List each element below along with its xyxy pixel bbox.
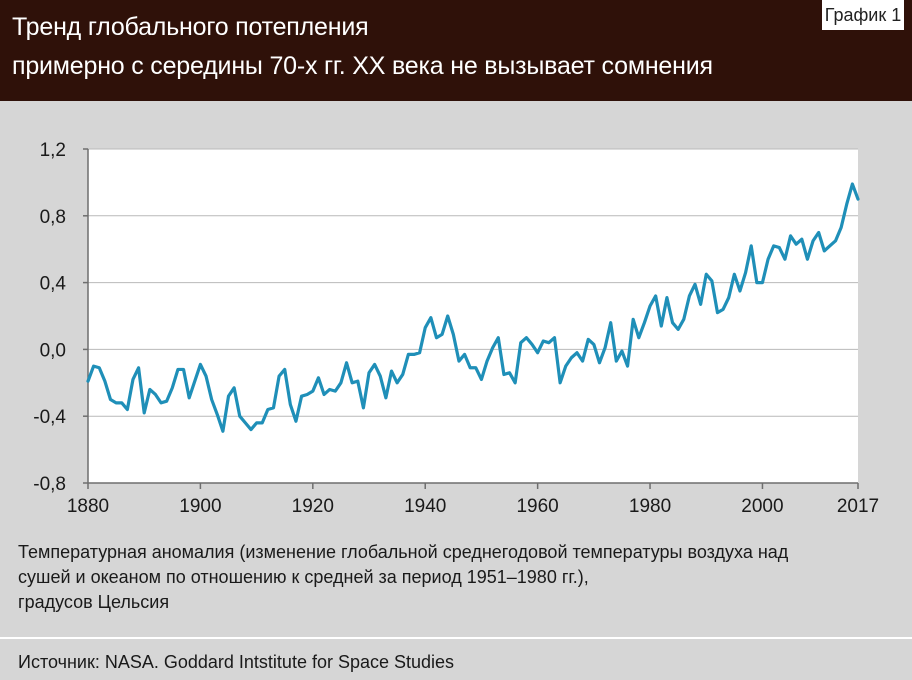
y-tick-label: -0,8 — [33, 474, 66, 495]
chart-number-badge: График 1 — [822, 0, 904, 30]
footnote-line-3: градусов Цельсия — [18, 592, 170, 612]
x-tick-label: 1960 — [516, 496, 558, 517]
plot-area — [88, 149, 858, 483]
temperature-anomaly-line — [86, 182, 860, 433]
x-tick-label: 1900 — [179, 496, 221, 517]
chart-title: Тренд глобального потепления примерно с … — [12, 8, 713, 86]
footnote-line-1: Температурная аномалия (изменение глобал… — [18, 542, 789, 562]
y-tick-label: -0,4 — [33, 407, 66, 428]
title-line-1: Тренд глобального потепления — [12, 13, 369, 41]
y-tick-label: 1,2 — [40, 140, 66, 161]
y-tick-label: 0,4 — [40, 274, 67, 295]
chart-footnote: Температурная аномалия (изменение глобал… — [18, 540, 888, 615]
source-divider — [0, 637, 912, 639]
x-tick-label: 1980 — [629, 496, 671, 517]
x-tick-label: 1940 — [404, 496, 446, 517]
chart-header: Тренд глобального потепления примерно с … — [0, 0, 912, 101]
y-tick-label: 0,0 — [40, 340, 66, 361]
x-tick-label: 2000 — [741, 496, 783, 517]
title-line-2: примерно с середины 70-х гг. XX века не … — [12, 52, 713, 80]
source-note: Источник: NASA. Goddard Intstitute for S… — [18, 652, 455, 672]
x-tick-label: 2017 — [837, 496, 879, 517]
x-tick-label: 1880 — [67, 496, 109, 517]
footnote-line-2: сушей и океаном по отношению к средней з… — [18, 567, 589, 587]
y-tick-label: 0,8 — [40, 207, 66, 228]
x-tick-label: 1920 — [292, 496, 334, 517]
